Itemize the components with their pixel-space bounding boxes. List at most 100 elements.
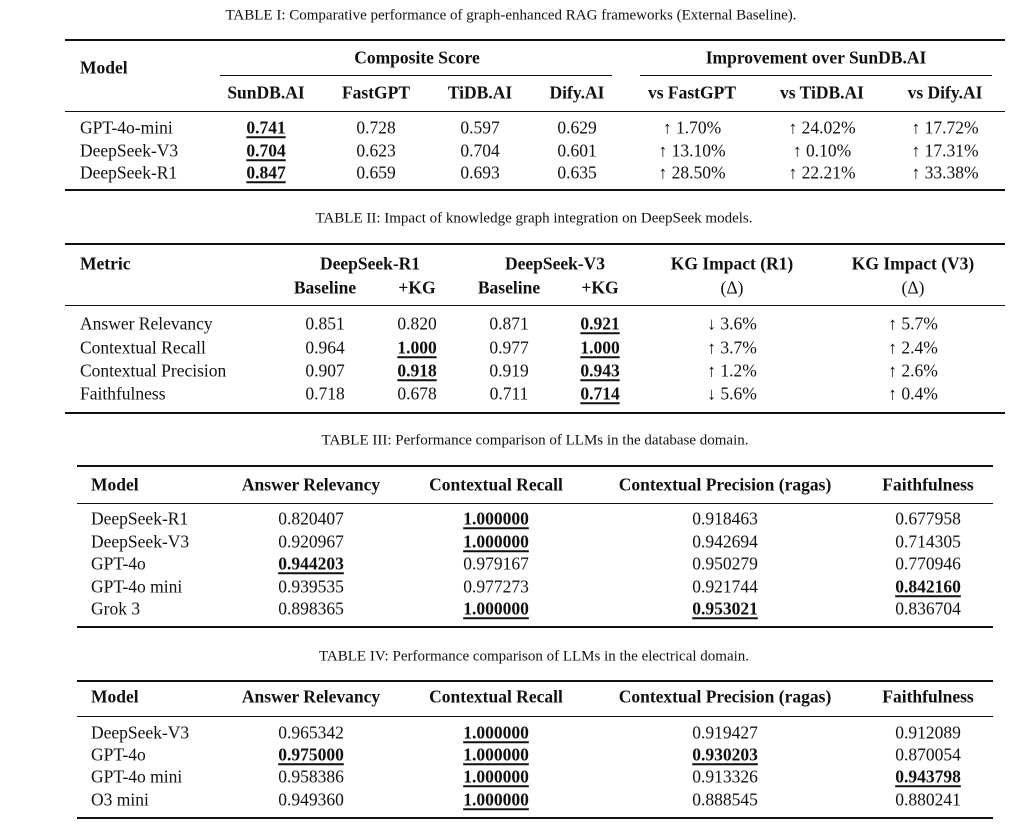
table-cell: 0.921744 (692, 576, 758, 597)
best-value-cell: 0.847 (246, 162, 286, 183)
column-header: Faithfulness (882, 474, 974, 495)
column-header: vs FastGPT (648, 82, 736, 103)
best-value-cell: 1.000000 (463, 766, 529, 787)
table-cell: 0.704 (460, 140, 500, 161)
row-label: DeepSeek-V3 (80, 140, 179, 161)
table-cell: ↑ 5.7% (888, 313, 938, 334)
group-header: Composite Score (354, 47, 480, 68)
table-cell: ↑ 1.70% (662, 117, 722, 138)
best-value-cell: 1.000000 (463, 789, 529, 810)
column-header: Dify.AI (549, 82, 605, 103)
table-cell: 0.949360 (278, 789, 344, 810)
group-header: DeepSeek-R1 (319, 253, 421, 274)
table-cell: 0.950279 (692, 553, 758, 574)
best-value-cell: 0.930203 (692, 744, 758, 765)
row-label: DeepSeek-V3 (91, 531, 190, 552)
row-label: GPT-4o-mini (80, 117, 173, 138)
column-header: vs Dify.AI (907, 82, 983, 103)
cmidrule (220, 75, 612, 76)
row-label: GPT-4o mini (91, 766, 183, 787)
table-cell: 0.871 (489, 313, 529, 334)
mid-rule (65, 305, 1005, 306)
best-value-cell: 1.000000 (463, 744, 529, 765)
table-cell: 0.711 (489, 383, 529, 404)
table-cell: ↑ 17.72% (911, 117, 979, 138)
table-cell: ↑ 3.7% (707, 337, 757, 358)
column-header: vs TiDB.AI (780, 82, 864, 103)
best-value-cell: 0.842160 (895, 576, 961, 597)
table-cell: 0.629 (557, 117, 597, 138)
table-cell: 0.728 (356, 117, 396, 138)
mid-rule (65, 111, 1005, 112)
column-header: Contextual Precision (ragas) (618, 474, 832, 495)
column-header: (Δ) (901, 277, 925, 298)
best-value-cell: 1.000000 (463, 598, 529, 619)
row-label: Contextual Precision (80, 360, 227, 381)
table-cell: ↑ 13.10% (658, 140, 726, 161)
table-cell: 0.912089 (895, 722, 961, 743)
table-cell: 0.979167 (463, 553, 529, 574)
column-header: Model (91, 686, 139, 707)
table-caption: TABLE IV: Performance comparison of LLMs… (318, 648, 750, 665)
table-cell: ↑ 2.4% (888, 337, 938, 358)
best-value-cell: 0.921 (580, 313, 620, 334)
bottom-rule (65, 412, 1005, 414)
table-cell: ↓ 3.6% (707, 313, 757, 334)
row-label: DeepSeek-R1 (91, 508, 189, 529)
column-header: FastGPT (341, 82, 411, 103)
column-header: SunDB.AI (227, 82, 305, 103)
table-cell: ↑ 17.31% (911, 140, 979, 161)
best-value-cell: 1.000 (580, 337, 620, 358)
table-cell: 0.964 (305, 337, 345, 358)
top-rule (77, 680, 993, 682)
table-cell: 0.977273 (463, 576, 529, 597)
row-label: DeepSeek-V3 (91, 722, 190, 743)
table-cell: 0.919427 (692, 722, 758, 743)
row-label: GPT-4o (91, 744, 146, 765)
table-cell: 0.888545 (692, 789, 758, 810)
table-caption: TABLE III: Performance comparison of LLM… (321, 432, 749, 449)
row-label: Contextual Recall (80, 337, 206, 358)
best-value-cell: 0.741 (246, 117, 286, 138)
column-header: (Δ) (720, 277, 744, 298)
column-header: Faithfulness (882, 686, 974, 707)
column-header: Answer Relevancy (241, 686, 381, 707)
mid-rule (77, 503, 993, 504)
row-label: Faithfulness (80, 383, 166, 404)
table-cell: 0.677958 (895, 508, 961, 529)
table-cell: 0.836704 (895, 598, 961, 619)
table-cell: 0.977 (489, 337, 529, 358)
bottom-rule (77, 626, 993, 628)
column-header: TiDB.AI (447, 82, 513, 103)
table-cell: ↑ 24.02% (788, 117, 856, 138)
table-cell: 0.820407 (278, 508, 344, 529)
table-cell: 0.635 (557, 162, 597, 183)
best-value-cell: 0.918 (397, 360, 437, 381)
table-cell: ↑ 28.50% (658, 162, 726, 183)
column-header: +KG (581, 277, 619, 298)
column-header: Contextual Recall (429, 474, 563, 495)
table-cell: ↑ 22.21% (788, 162, 856, 183)
table-cell: 0.851 (305, 313, 345, 334)
table-cell: 0.939535 (278, 576, 344, 597)
row-label: O3 mini (91, 789, 149, 810)
best-value-cell: 0.953021 (692, 598, 758, 619)
best-value-cell: 0.943 (580, 360, 620, 381)
best-value-cell: 0.975000 (278, 744, 344, 765)
column-header: Baseline (293, 277, 357, 298)
row-label: GPT-4o (91, 553, 146, 574)
table-cell: ↑ 33.38% (911, 162, 979, 183)
best-value-cell: 1.000000 (463, 722, 529, 743)
table-cell: ↑ 2.6% (888, 360, 938, 381)
top-rule (65, 243, 1005, 245)
best-value-cell: 1.000 (397, 337, 437, 358)
row-label: DeepSeek-R1 (80, 162, 178, 183)
table-cell: 0.919 (489, 360, 529, 381)
table-cell: 0.958386 (278, 766, 344, 787)
table-cell: ↓ 5.6% (707, 383, 757, 404)
group-header: KG Impact (V3) (851, 253, 975, 274)
table-cell: ↑ 0.4% (888, 383, 938, 404)
column-header: Model (91, 474, 139, 495)
top-rule (77, 465, 993, 467)
table-cell: 0.820 (397, 313, 437, 334)
